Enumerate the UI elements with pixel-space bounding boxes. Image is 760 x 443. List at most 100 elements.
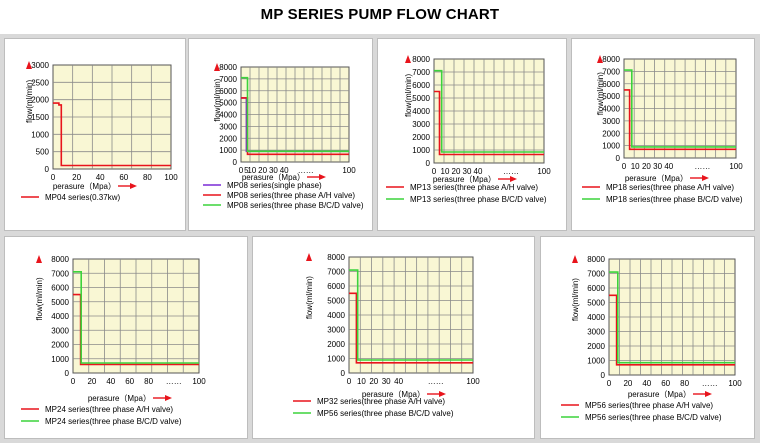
- y-tick-label: 7000: [602, 67, 620, 76]
- x-tick-label: 80: [143, 173, 152, 182]
- legend-label: MP24 series(three phase A/H valve): [45, 405, 173, 414]
- x-tick-label: 40: [394, 377, 403, 386]
- y-tick-label: 2500: [31, 78, 49, 87]
- y-tick-label: 3000: [412, 120, 430, 129]
- y-tick-label: 3000: [602, 117, 620, 126]
- x-tick-label: 40: [474, 167, 483, 176]
- series-line: [434, 69, 544, 153]
- y-axis-arrow: [597, 55, 603, 63]
- y-axis-arrow: [405, 55, 411, 63]
- y-tick-label: 4000: [412, 107, 430, 116]
- legend-label: MP56 series(three phase B/C/D valve): [317, 409, 454, 418]
- x-tick-label: 100: [729, 162, 743, 171]
- title-bar: [0, 0, 760, 34]
- y-tick-label: 0: [65, 369, 70, 378]
- x-tick-label: 0: [607, 379, 612, 388]
- x-tick-label: 10: [357, 377, 366, 386]
- y-axis-arrow: [36, 255, 42, 263]
- y-tick-label: 2000: [587, 342, 605, 351]
- x-tick-label: 20: [87, 377, 96, 386]
- y-tick-label: 6000: [602, 80, 620, 89]
- x-tick-label: 100: [537, 167, 551, 176]
- y-tick-label: 1000: [412, 146, 430, 155]
- x-axis-arrow: [702, 175, 709, 181]
- y-tick-label: 5000: [219, 99, 237, 108]
- x-axis-label: perasure（Mpa）: [242, 173, 305, 182]
- chart-svg: 0 500 1000 1500 2000 2500 3000 0 20 40 60 80 100 flow…: [21, 61, 178, 202]
- series-line: [609, 271, 735, 364]
- x-tick-label: 10: [441, 167, 450, 176]
- x-axis-label: perasure（Mpa）: [88, 394, 151, 403]
- y-tick-label: 7000: [587, 270, 605, 279]
- x-tick-label: ……: [298, 166, 314, 175]
- y-tick-label: 1000: [602, 142, 620, 151]
- y-tick-label: 6000: [327, 282, 345, 291]
- y-tick-label: 1500: [31, 113, 49, 122]
- x-tick-label: 100: [728, 379, 742, 388]
- y-tick-label: 2000: [327, 340, 345, 349]
- x-tick-label: 30: [463, 167, 472, 176]
- y-tick-label: 8000: [219, 63, 237, 72]
- y-tick-label: 8000: [51, 255, 69, 264]
- x-tick-label: 80: [680, 379, 689, 388]
- y-tick-label: 8000: [587, 255, 605, 264]
- series-line: [53, 102, 171, 167]
- legend-label: MP56 series(three phase A/H valve): [585, 401, 713, 410]
- legend-label: MP18 series(three phase B/C/D valve): [606, 195, 743, 204]
- x-tick-label: ……: [694, 162, 710, 171]
- y-tick-label: 0: [233, 158, 238, 167]
- x-axis-arrow: [510, 176, 517, 182]
- legend-label: MP24 series(three phase B/C/D valve): [45, 417, 182, 426]
- x-tick-label: 40: [106, 377, 115, 386]
- chart-panel-mp08: 0 1000 2000 3000 4000 5000 6000 7000 8000 0 5 10 20 3…: [188, 38, 373, 231]
- series-line: [609, 294, 735, 366]
- x-tick-label: 20: [642, 162, 651, 171]
- x-tick-label: 10: [631, 162, 640, 171]
- y-tick-label: 2000: [219, 134, 237, 143]
- legend-label: MP13 series(three phase B/C/D valve): [410, 195, 547, 204]
- x-axis-arrow: [705, 391, 712, 397]
- y-tick-label: 3000: [327, 326, 345, 335]
- legend-label: MP13 series(three phase A/H valve): [410, 183, 538, 192]
- y-axis-label: flow(ml/min): [596, 72, 605, 115]
- legend-label: MP56 series(three phase B/C/D valve): [585, 413, 722, 422]
- x-tick-label: 100: [192, 377, 206, 386]
- x-tick-label: 20: [452, 167, 461, 176]
- x-tick-label: 20: [258, 166, 267, 175]
- y-tick-label: 5000: [412, 94, 430, 103]
- x-tick-label: 60: [119, 173, 128, 182]
- x-tick-label: 20: [369, 377, 378, 386]
- y-axis-label: flow(ml/min): [404, 74, 413, 117]
- y-tick-label: 5000: [587, 299, 605, 308]
- y-tick-label: 3000: [587, 328, 605, 337]
- y-tick-label: 0: [426, 159, 431, 168]
- y-tick-label: 1000: [587, 357, 605, 366]
- y-tick-label: 4000: [587, 313, 605, 322]
- x-axis-label: perasure（Mpa）: [433, 175, 496, 184]
- x-axis-label: perasure（Mpa）: [628, 390, 691, 399]
- y-tick-label: 1000: [31, 130, 49, 139]
- x-axis-label: perasure（Mpa）: [362, 390, 425, 399]
- y-tick-label: 5000: [51, 298, 69, 307]
- x-axis-label: perasure（Mpa）: [625, 174, 688, 183]
- x-axis-arrow: [130, 183, 137, 189]
- x-tick-label: 40: [280, 166, 289, 175]
- legend-label: MP18 series(three phase A/H valve): [606, 183, 734, 192]
- legend-label: MP32 series(three phase A/H valve): [317, 397, 445, 406]
- legend-label: MP08 series(single phase): [227, 181, 322, 190]
- y-tick-label: 4000: [51, 312, 69, 321]
- x-tick-label: 100: [466, 377, 480, 386]
- y-tick-label: 0: [341, 369, 346, 378]
- x-tick-label: 40: [642, 379, 651, 388]
- legend-label: MP04 series(0.37kw): [45, 193, 120, 202]
- y-tick-label: 0: [45, 165, 50, 174]
- y-tick-label: 6000: [51, 284, 69, 293]
- chart-svg: 0 1000 2000 3000 4000 5000 6000 7000 8000 0 510 20 3…: [203, 63, 364, 210]
- x-tick-label: 40: [96, 173, 105, 182]
- x-axis-arrow: [165, 395, 172, 401]
- chart-panel-mp13: 0 1000 2000 3000 4000 5000 6000 7000 8000 0 10 20 30…: [377, 38, 567, 231]
- x-tick-label: 80: [144, 377, 153, 386]
